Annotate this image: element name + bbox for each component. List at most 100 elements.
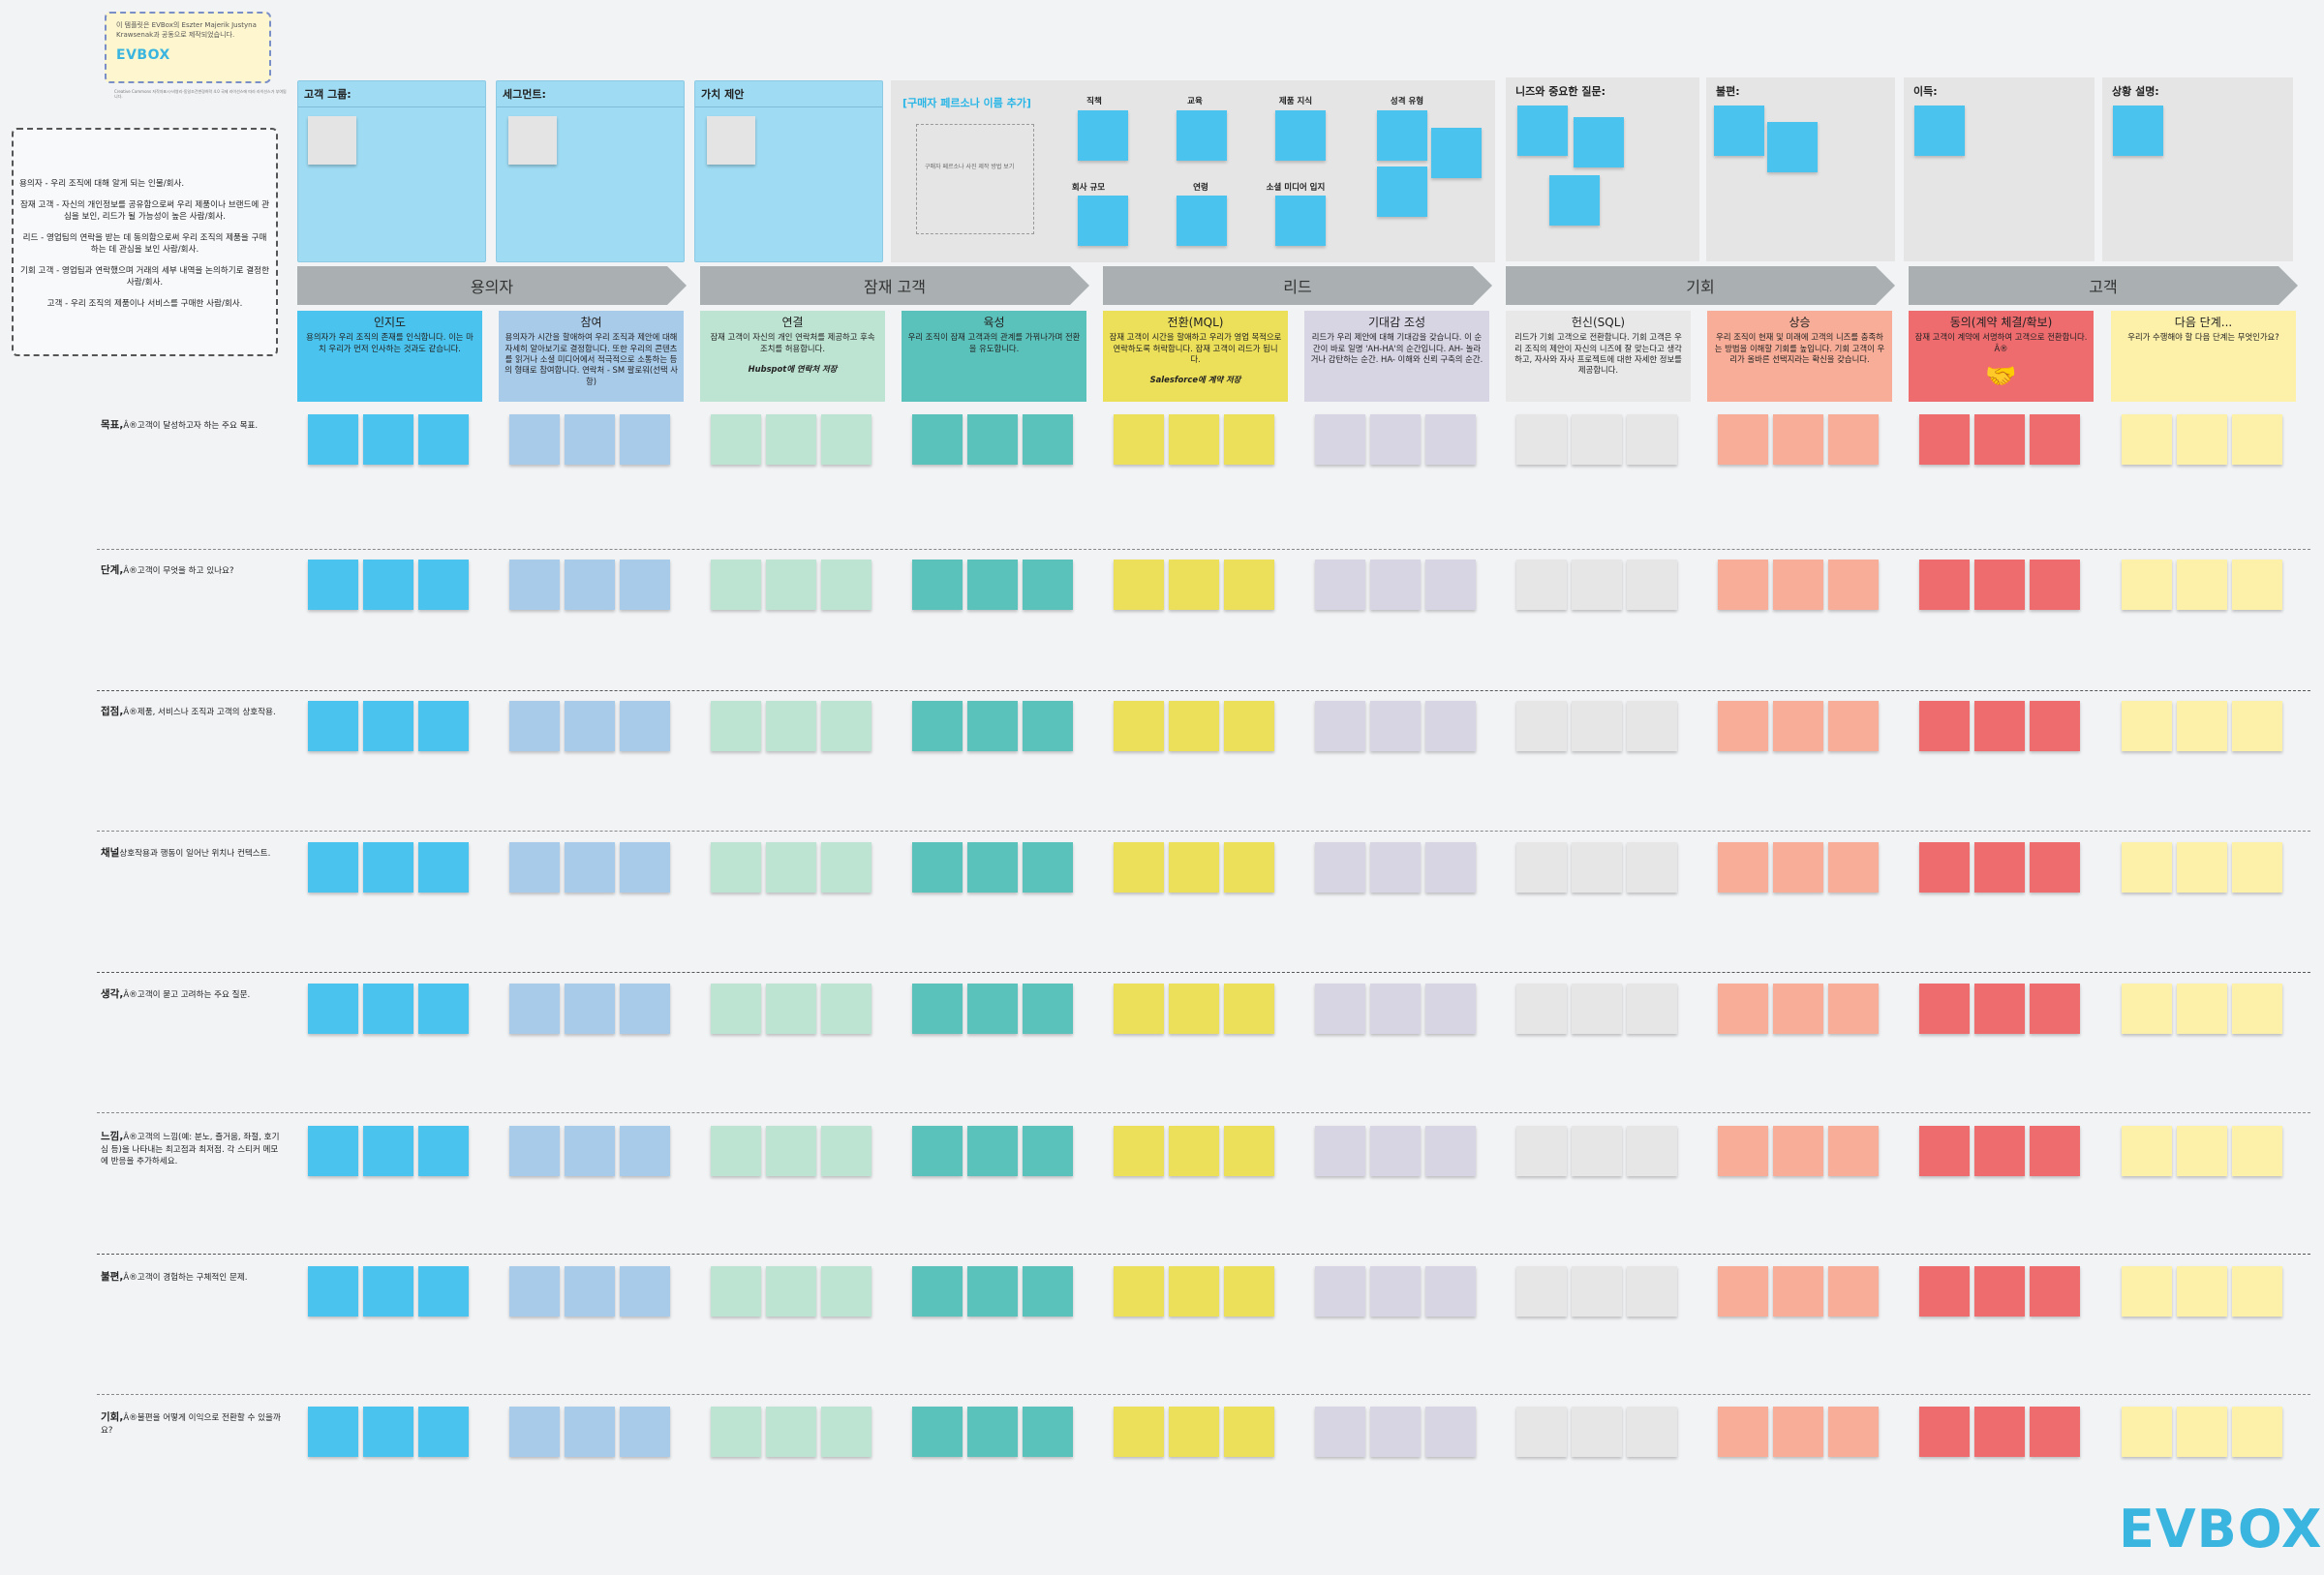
sticky-note[interactable] bbox=[1773, 984, 1823, 1034]
sticky-note[interactable] bbox=[1627, 560, 1677, 610]
sticky-note[interactable] bbox=[1023, 984, 1073, 1034]
sticky-note[interactable] bbox=[1572, 842, 1622, 893]
sticky-note[interactable] bbox=[308, 1407, 358, 1457]
sticky-note[interactable] bbox=[509, 984, 560, 1034]
sticky-note[interactable] bbox=[1425, 984, 1476, 1034]
persona-photo-placeholder[interactable]: 구매자 페르소나 사진 제작 방법 보기 bbox=[916, 124, 1034, 234]
sticky-note[interactable] bbox=[1627, 701, 1677, 751]
sticky-note[interactable] bbox=[1023, 701, 1073, 751]
stage-card[interactable]: 헌신(SQL) 리드가 기회 고객으로 전환합니다. 기회 고객은 우리 조직의 … bbox=[1506, 311, 1691, 402]
sticky-note[interactable] bbox=[912, 560, 963, 610]
sticky-note[interactable] bbox=[821, 1407, 872, 1457]
sticky-note[interactable] bbox=[1078, 110, 1128, 161]
sticky-note[interactable] bbox=[1773, 1407, 1823, 1457]
sticky-note[interactable] bbox=[1974, 1266, 2025, 1317]
sticky-note[interactable] bbox=[620, 560, 670, 610]
stage-card[interactable]: 상승 우리 조직이 현재 및 미래에 고객의 니즈를 충족하는 방법을 이해할 기… bbox=[1707, 311, 1892, 402]
sticky-note[interactable] bbox=[1773, 701, 1823, 751]
sticky-note[interactable] bbox=[1315, 701, 1365, 751]
sticky-note[interactable] bbox=[1718, 1126, 1768, 1176]
sticky-note[interactable] bbox=[620, 414, 670, 465]
sticky-note[interactable] bbox=[1078, 196, 1128, 246]
sticky-note[interactable] bbox=[2177, 842, 2227, 893]
sticky-note[interactable] bbox=[1114, 1266, 1164, 1317]
sticky-note[interactable] bbox=[1828, 842, 1879, 893]
sticky-note[interactable] bbox=[1572, 984, 1622, 1034]
sticky-note[interactable] bbox=[766, 1407, 816, 1457]
sticky-note[interactable] bbox=[565, 701, 615, 751]
sticky-note[interactable] bbox=[2030, 984, 2080, 1034]
sticky-note[interactable] bbox=[565, 560, 615, 610]
sticky-note[interactable] bbox=[1275, 110, 1326, 161]
sticky-note[interactable] bbox=[363, 842, 413, 893]
sticky-note[interactable] bbox=[1549, 175, 1600, 226]
sticky-note[interactable] bbox=[1919, 1126, 1970, 1176]
sticky-note[interactable] bbox=[1919, 560, 1970, 610]
stage-card[interactable]: 동의(계약 체결/확보) 잠재 고객이 계약에 서명하여 고객으로 전환합니다. … bbox=[1909, 311, 2094, 402]
sticky-note[interactable] bbox=[1718, 701, 1768, 751]
sticky-note[interactable] bbox=[912, 701, 963, 751]
sticky-note[interactable] bbox=[565, 842, 615, 893]
sticky-note[interactable] bbox=[2177, 701, 2227, 751]
sticky-note[interactable] bbox=[1919, 1407, 1970, 1457]
sticky-note[interactable] bbox=[711, 701, 761, 751]
sticky-note[interactable] bbox=[1370, 701, 1421, 751]
sticky-note[interactable] bbox=[509, 1407, 560, 1457]
sticky-note[interactable] bbox=[1169, 414, 1219, 465]
value-proposition-panel[interactable]: 가치 제안 bbox=[694, 80, 883, 262]
sticky-note[interactable] bbox=[1574, 117, 1624, 167]
sticky-note[interactable] bbox=[2122, 414, 2172, 465]
sticky-note[interactable] bbox=[509, 1126, 560, 1176]
sticky-note[interactable] bbox=[1177, 110, 1227, 161]
sticky-note[interactable] bbox=[363, 984, 413, 1034]
sticky-note[interactable] bbox=[967, 701, 1018, 751]
sticky-note[interactable] bbox=[509, 414, 560, 465]
sticky-note[interactable] bbox=[1627, 1266, 1677, 1317]
sticky-note[interactable] bbox=[2122, 984, 2172, 1034]
sticky-note[interactable] bbox=[1516, 1407, 1567, 1457]
sticky-note[interactable] bbox=[912, 1126, 963, 1176]
sticky-note[interactable] bbox=[1919, 842, 1970, 893]
sticky-note[interactable] bbox=[1627, 414, 1677, 465]
sticky-note[interactable] bbox=[1169, 842, 1219, 893]
sticky-note[interactable] bbox=[1425, 842, 1476, 893]
sticky-note[interactable] bbox=[821, 701, 872, 751]
sticky-note[interactable] bbox=[1224, 701, 1274, 751]
sticky-note[interactable] bbox=[2030, 1407, 2080, 1457]
sticky-note[interactable] bbox=[711, 1126, 761, 1176]
stage-card[interactable]: 연결 잠재 고객이 자신의 개인 연락처를 제공하고 후속 조치를 허용합니다. H… bbox=[700, 311, 885, 402]
sticky-note[interactable] bbox=[1370, 560, 1421, 610]
sticky-note[interactable] bbox=[1572, 1266, 1622, 1317]
sticky-note[interactable] bbox=[620, 1126, 670, 1176]
customer-group-panel[interactable]: 고객 그룹: bbox=[297, 80, 486, 262]
sticky-note[interactable] bbox=[1572, 414, 1622, 465]
sticky-note[interactable] bbox=[1718, 842, 1768, 893]
sticky-note[interactable] bbox=[2177, 1266, 2227, 1317]
sticky-note[interactable] bbox=[1974, 1407, 2025, 1457]
sticky-note[interactable] bbox=[1023, 1407, 1073, 1457]
sticky-note[interactable] bbox=[707, 116, 755, 165]
sticky-note[interactable] bbox=[2122, 1407, 2172, 1457]
sticky-note[interactable] bbox=[1370, 1266, 1421, 1317]
sticky-note[interactable] bbox=[2030, 1266, 2080, 1317]
sticky-note[interactable] bbox=[1224, 414, 1274, 465]
sticky-note[interactable] bbox=[565, 414, 615, 465]
sticky-note[interactable] bbox=[620, 1266, 670, 1317]
sticky-note[interactable] bbox=[1572, 1126, 1622, 1176]
sticky-note[interactable] bbox=[1773, 1266, 1823, 1317]
sticky-note[interactable] bbox=[711, 1266, 761, 1317]
sticky-note[interactable] bbox=[1169, 701, 1219, 751]
sticky-note[interactable] bbox=[2232, 560, 2282, 610]
sticky-note[interactable] bbox=[1974, 842, 2025, 893]
sticky-note[interactable] bbox=[1425, 1407, 1476, 1457]
sticky-note[interactable] bbox=[1828, 560, 1879, 610]
sticky-note[interactable] bbox=[308, 1126, 358, 1176]
sticky-note[interactable] bbox=[1370, 1126, 1421, 1176]
sticky-note[interactable] bbox=[967, 1266, 1018, 1317]
sticky-note[interactable] bbox=[766, 414, 816, 465]
sticky-note[interactable] bbox=[308, 984, 358, 1034]
sticky-note[interactable] bbox=[1828, 1126, 1879, 1176]
sticky-note[interactable] bbox=[1627, 1126, 1677, 1176]
sticky-note[interactable] bbox=[1718, 1266, 1768, 1317]
sticky-note[interactable] bbox=[1718, 560, 1768, 610]
